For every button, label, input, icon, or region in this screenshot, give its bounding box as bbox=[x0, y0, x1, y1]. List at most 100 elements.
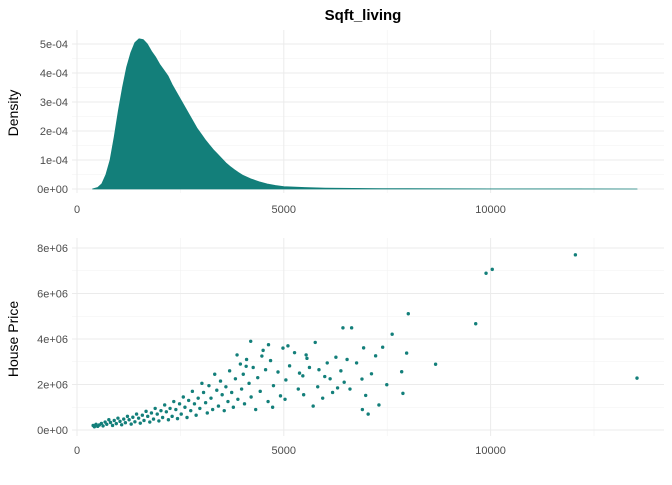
scatter-point-97 bbox=[168, 406, 172, 411]
scatter-point-40 bbox=[287, 364, 292, 368]
scatter-point-81 bbox=[198, 406, 202, 411]
density-panel: 0e+00 1e-04 2e-04 3e-04 4e-04 5e-04 0 5000 1000… bbox=[5, 30, 664, 216]
scatter-point-31 bbox=[317, 368, 321, 372]
scatter-point-93 bbox=[175, 416, 180, 421]
scatter-point-83 bbox=[194, 413, 198, 417]
scatter-point-120 bbox=[125, 414, 130, 419]
scatter-y-tick-2: 4e+06 bbox=[37, 334, 68, 346]
scatter-point-49 bbox=[260, 354, 264, 358]
scatter-point-85 bbox=[190, 389, 195, 394]
scatter-y-tick-1: 2e+06 bbox=[37, 380, 68, 392]
scatter-point-11 bbox=[401, 391, 405, 396]
scatter-point-119 bbox=[127, 418, 131, 422]
density-y-tick-0: 0e+00 bbox=[37, 184, 68, 196]
scatter-point-98 bbox=[166, 418, 171, 422]
scatter-y-tick-4: 8e+06 bbox=[37, 243, 68, 255]
scatter-point-17 bbox=[363, 393, 368, 398]
scatter-point-9 bbox=[373, 354, 378, 358]
scatter-point-84 bbox=[192, 402, 197, 406]
scatter-point-104 bbox=[155, 412, 159, 416]
scatter-point-142 bbox=[286, 344, 290, 348]
scatter-point-130 bbox=[107, 418, 111, 422]
scatter-point-53 bbox=[251, 365, 255, 370]
scatter-x-tick-2: 10000 bbox=[475, 445, 506, 457]
scatter-point-73 bbox=[213, 372, 217, 376]
scatter-point-146 bbox=[244, 364, 248, 368]
scatter-point-1 bbox=[573, 253, 578, 257]
scatter-point-75 bbox=[209, 396, 213, 400]
scatter-point-43 bbox=[278, 394, 283, 398]
scatter-point-54 bbox=[249, 395, 253, 399]
scatter-point-37 bbox=[301, 374, 305, 378]
scatter-point-12 bbox=[385, 383, 389, 387]
scatter-point-148 bbox=[297, 371, 302, 375]
scatter-x-tick-labels: 0 5000 10000 bbox=[74, 445, 506, 457]
density-y-tick-5: 5e-04 bbox=[40, 39, 68, 51]
scatter-point-103 bbox=[157, 419, 161, 423]
scatter-point-36 bbox=[304, 353, 308, 357]
scatter-point-101 bbox=[160, 415, 165, 420]
scatter-point-132 bbox=[103, 420, 107, 424]
scatter-point-105 bbox=[153, 406, 157, 411]
density-area bbox=[92, 38, 638, 190]
scatter-point-76 bbox=[207, 383, 211, 388]
scatter-point-56 bbox=[244, 357, 249, 362]
scatter-point-79 bbox=[201, 390, 206, 395]
scatter-point-63 bbox=[231, 405, 236, 409]
scatter-point-71 bbox=[216, 404, 221, 408]
scatter-point-153 bbox=[283, 397, 287, 401]
scatter-point-124 bbox=[118, 419, 122, 424]
density-x-tick-1: 5000 bbox=[272, 204, 296, 216]
scatter-point-48 bbox=[263, 368, 268, 372]
scatter-point-151 bbox=[328, 377, 332, 381]
scatter-point-72 bbox=[215, 388, 219, 392]
scatter-point-109 bbox=[146, 414, 150, 419]
scatter-point-107 bbox=[149, 411, 154, 415]
scatter-point-46 bbox=[268, 358, 273, 363]
scatter-point-91 bbox=[179, 412, 183, 416]
scatter-point-129 bbox=[108, 420, 113, 425]
scatter-point-64 bbox=[229, 390, 234, 395]
scatter-x-tick-1: 5000 bbox=[272, 445, 296, 457]
scatter-point-27 bbox=[404, 351, 409, 355]
scatter-y-tick-0: 0e+00 bbox=[37, 425, 68, 437]
scatter-point-111 bbox=[142, 418, 146, 423]
scatter-point-128 bbox=[110, 423, 115, 428]
scatter-point-8 bbox=[380, 345, 385, 349]
scatter-point-13 bbox=[369, 372, 374, 376]
scatter-point-33 bbox=[307, 365, 312, 370]
scatter-point-150 bbox=[348, 387, 352, 391]
scatter-point-6 bbox=[433, 362, 438, 366]
scatter-point-25 bbox=[366, 412, 370, 416]
scatter-point-52 bbox=[253, 407, 258, 412]
scatter-point-86 bbox=[189, 408, 193, 413]
scatter-point-32 bbox=[313, 340, 317, 345]
scatter-point-38 bbox=[296, 387, 300, 391]
scatter-point-106 bbox=[151, 417, 156, 421]
scatter-point-145 bbox=[235, 353, 239, 357]
scatter-point-70 bbox=[218, 379, 223, 383]
scatter-point-65 bbox=[227, 369, 232, 373]
scatter-point-80 bbox=[200, 381, 204, 386]
density-y-tick-4: 4e-04 bbox=[40, 68, 68, 80]
scatter-point-66 bbox=[226, 399, 230, 404]
scatter-point-82 bbox=[196, 396, 200, 400]
scatter-point-127 bbox=[112, 418, 116, 423]
scatter-point-102 bbox=[159, 408, 163, 413]
scatter-point-126 bbox=[114, 421, 118, 426]
scatter-point-18 bbox=[360, 377, 364, 381]
scatter-point-112 bbox=[140, 413, 145, 417]
scatter-point-28 bbox=[330, 390, 335, 395]
scatter-point-115 bbox=[134, 412, 139, 416]
scatter-point-96 bbox=[170, 414, 174, 419]
scatter-point-118 bbox=[129, 422, 133, 426]
scatter-point-110 bbox=[144, 409, 148, 414]
scatter-point-10 bbox=[399, 370, 404, 374]
scatter-point-21 bbox=[342, 380, 346, 384]
scatter-point-147 bbox=[266, 342, 271, 347]
scatter-point-5 bbox=[406, 312, 410, 316]
scatter-point-19 bbox=[354, 361, 359, 365]
scatter-point-99 bbox=[164, 410, 169, 414]
